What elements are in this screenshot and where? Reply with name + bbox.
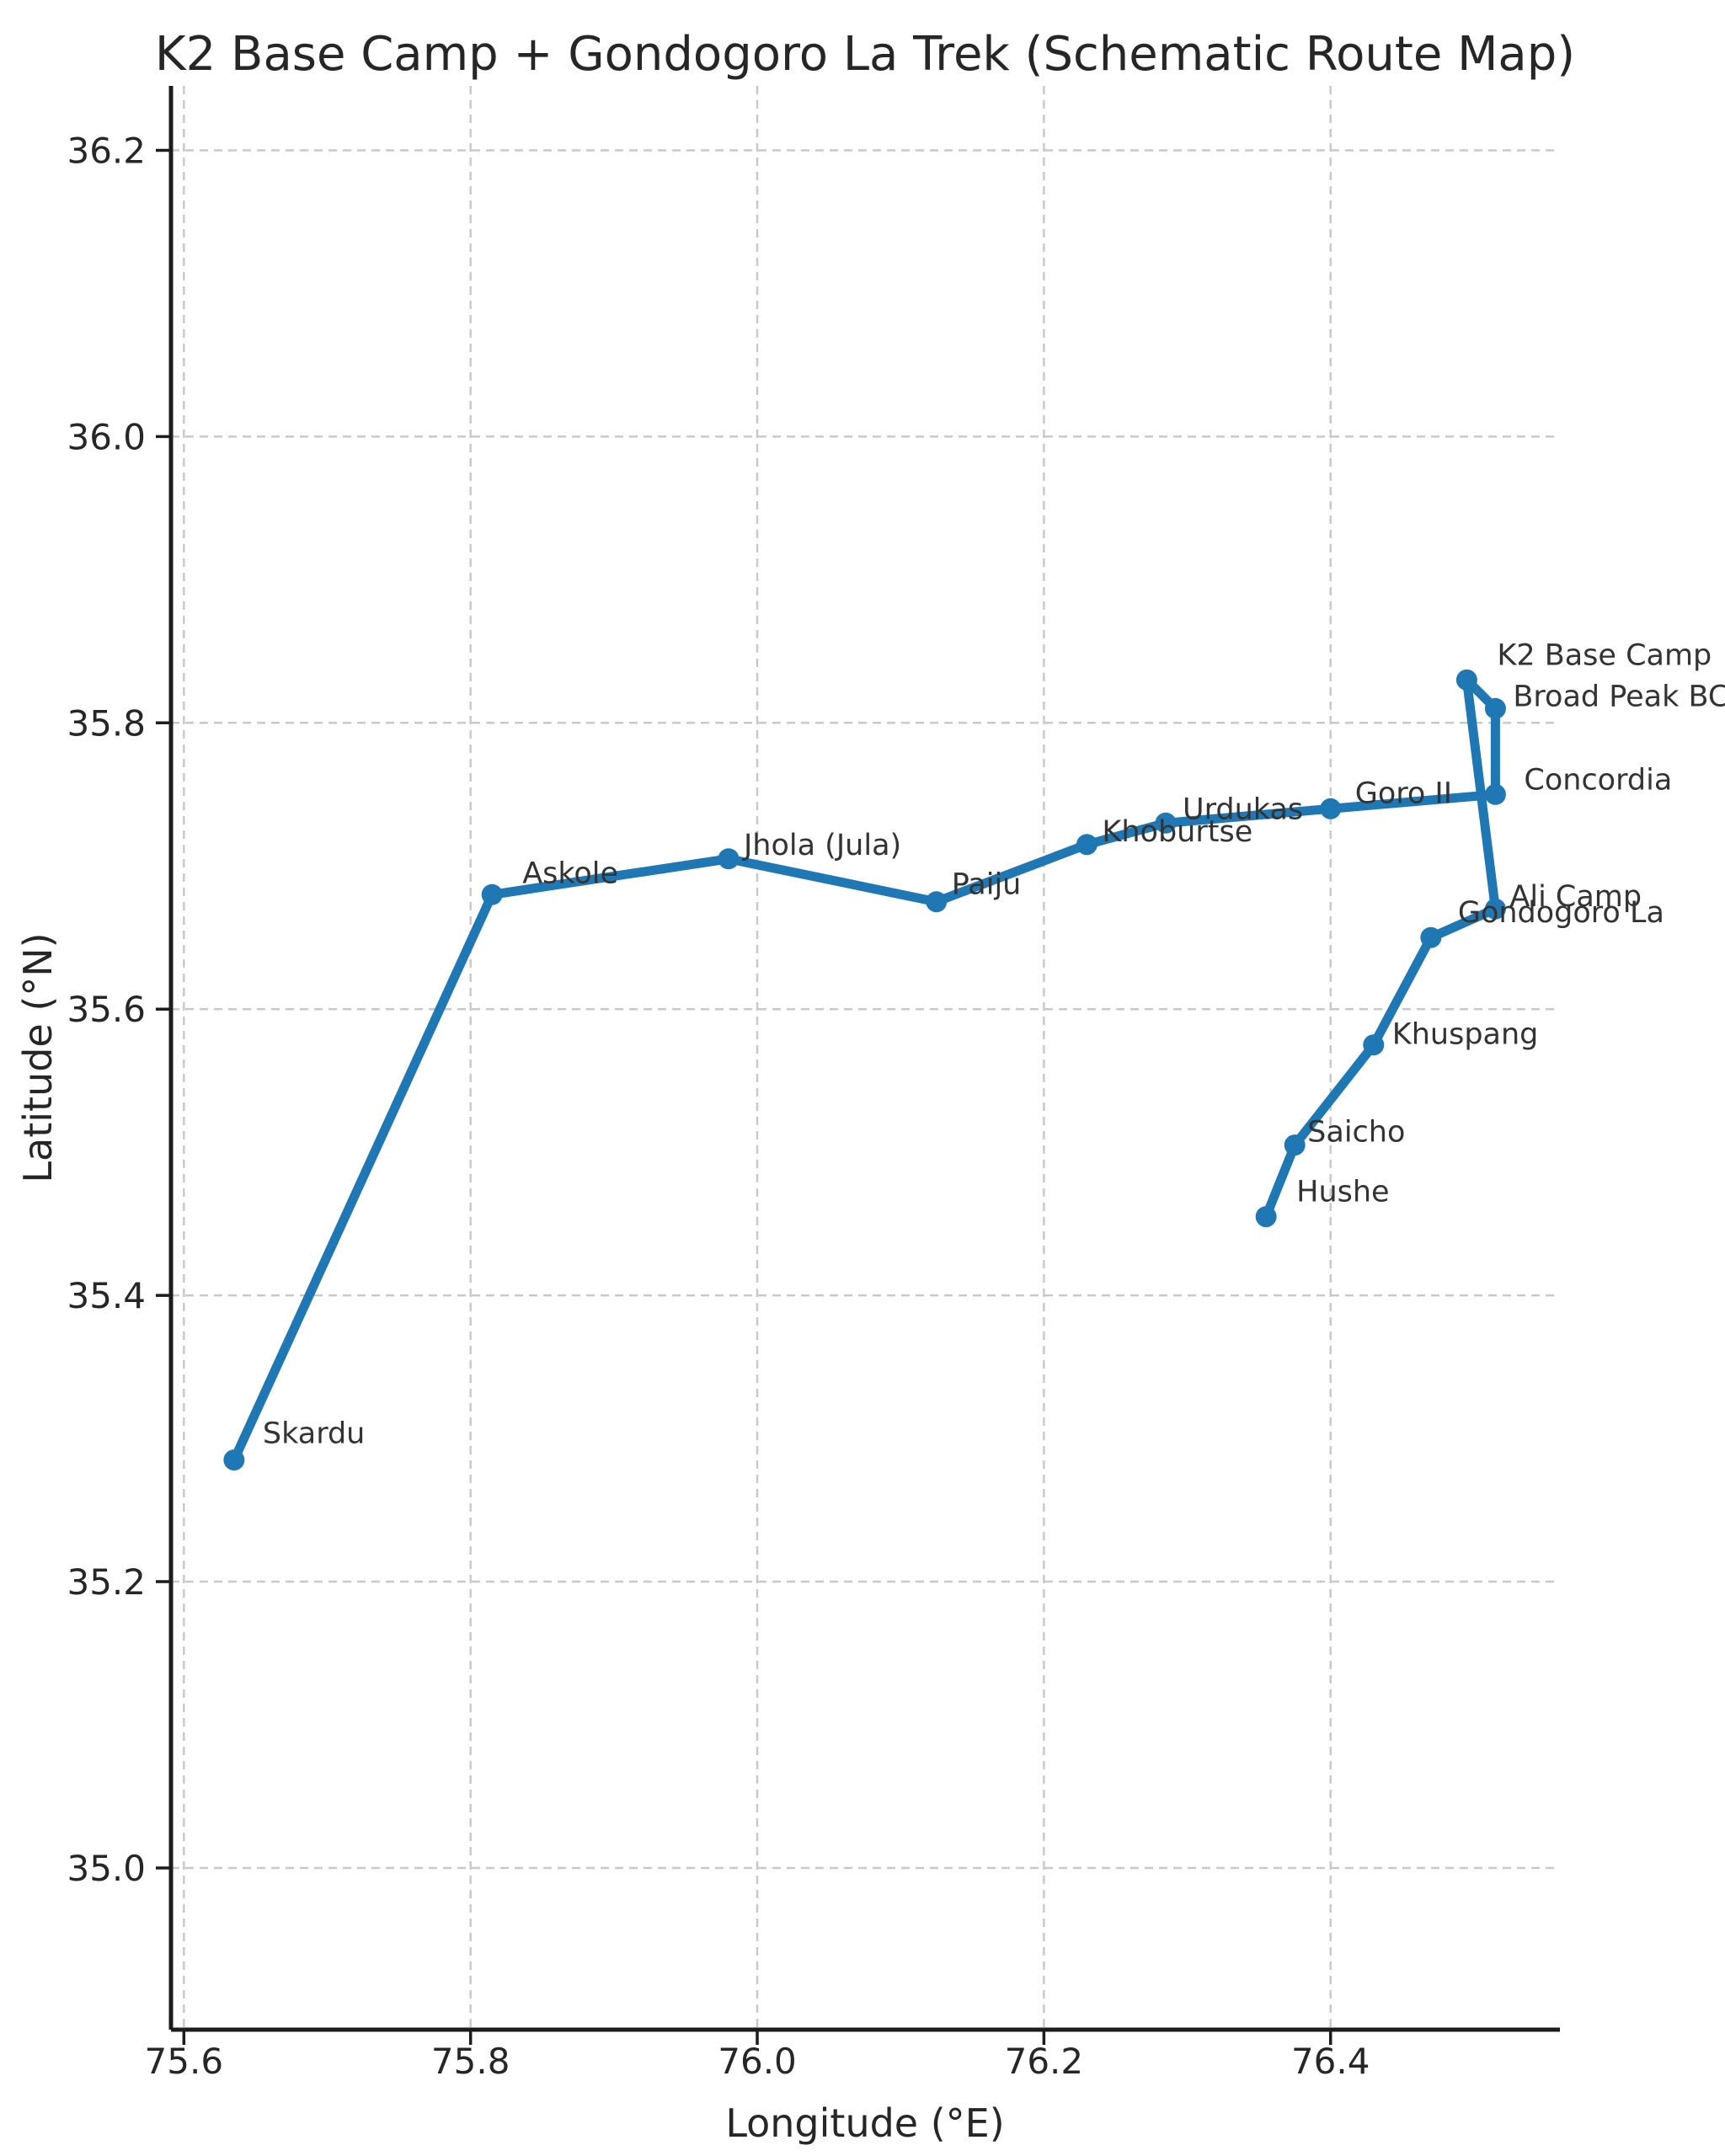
waypoint-marker (1155, 812, 1177, 834)
x-tick-label: 76.0 (718, 2041, 797, 2082)
waypoint-label: Saicho (1307, 1116, 1405, 1150)
waypoint-markers (223, 669, 1506, 1471)
x-tick-label: 75.6 (145, 2041, 224, 2082)
waypoint-label: Jhola (Jula) (742, 829, 901, 862)
waypoint-label: Khuspang (1392, 1018, 1539, 1052)
waypoint-marker (1455, 669, 1477, 691)
waypoint-marker (718, 848, 740, 870)
waypoint-label: Ali Camp (1509, 880, 1642, 914)
y-tick-label: 35.2 (67, 1561, 146, 1603)
waypoint-label: Paiju (952, 868, 1022, 902)
waypoint-marker (1484, 783, 1506, 805)
waypoint-marker (1320, 798, 1342, 819)
axis-ticks (156, 148, 1332, 2045)
waypoint-label: Broad Peak BC (1513, 680, 1725, 713)
chart-title: K2 Base Camp + Gondogoro La Trek (Schema… (155, 27, 1575, 82)
waypoint-label: K2 Base Camp (1497, 638, 1712, 672)
waypoint-label: Hushe (1296, 1176, 1389, 1209)
waypoint-marker (481, 883, 503, 905)
y-tick-label: 35.8 (67, 702, 146, 744)
x-tick-label: 76.2 (1005, 2041, 1084, 2082)
trek-route-line (229, 675, 1500, 1462)
y-tick-label: 36.2 (67, 130, 146, 171)
waypoint-labels: Skardu Askole Jhola (Jula) Paiju KhoburtseUr… (263, 638, 1725, 1450)
waypoint-label: Urdukas (1183, 792, 1303, 826)
y-tick-label: 35.6 (67, 989, 146, 1030)
waypoint-marker (223, 1449, 245, 1471)
waypoint-label: Askole (522, 857, 618, 890)
waypoint-marker (1363, 1034, 1385, 1056)
waypoint-marker (1255, 1206, 1277, 1228)
y-tick-label: 35.0 (67, 1848, 146, 1889)
waypoint-label: Khoburtse (1102, 815, 1252, 849)
waypoint-marker (1420, 926, 1442, 948)
waypoint-marker (926, 891, 948, 913)
route-polyline (229, 675, 1500, 1462)
waypoint-label: Concordia (1524, 763, 1672, 797)
waypoint-marker (1484, 697, 1506, 719)
y-tick-label: 35.4 (67, 1275, 146, 1316)
y-tick-label: 36.0 (67, 416, 146, 457)
gridlines (171, 86, 1560, 2030)
x-tick-label: 75.8 (431, 2041, 510, 2082)
x-tick-label: 76.4 (1291, 2041, 1370, 2082)
waypoint-marker (1484, 898, 1506, 920)
waypoint-marker (1284, 1134, 1306, 1156)
x-axis-label: Longitude (°E) (725, 2100, 1004, 2146)
waypoint-marker (1076, 834, 1097, 856)
waypoint-label: Skardu (263, 1417, 366, 1451)
waypoint-label: Gondogoro La (1458, 896, 1664, 930)
waypoint-label: Goro II (1355, 776, 1452, 810)
axis-tick-labels: 75.6 75.8 76.0 76.2 76.4 35.0 35.2 35.4 35.6 35.8… (67, 130, 1370, 2082)
axes-spines (168, 86, 1560, 2032)
y-axis-label: Latitude (°N) (15, 932, 61, 1182)
